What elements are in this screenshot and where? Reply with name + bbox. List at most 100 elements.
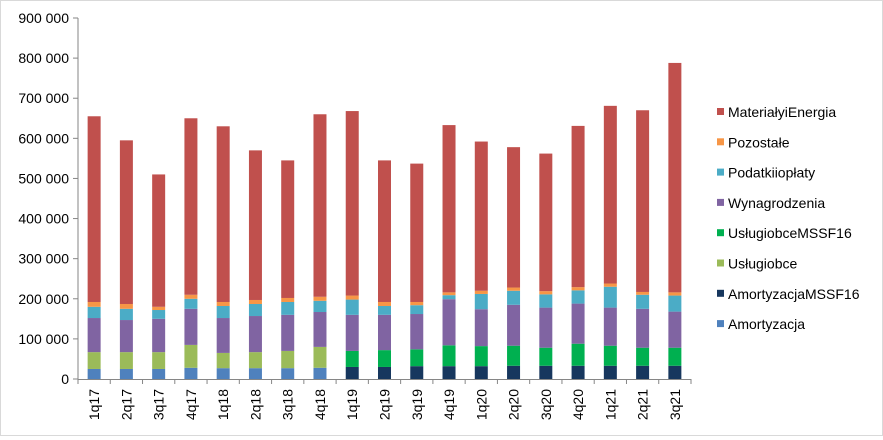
bar-segment-pozostale: [87, 301, 101, 307]
bar-segment-wynagrodzenia: [87, 318, 101, 353]
bar-segment-podatkiioplaty: [152, 310, 166, 319]
legend-swatch: [717, 289, 724, 297]
x-tick-label: 2q21: [635, 389, 651, 420]
bar-segment-podatkiioplaty: [636, 294, 650, 309]
x-tick-label: 2q17: [118, 389, 134, 420]
bar-segment-pozostale: [119, 303, 133, 309]
bar-segment-uslugiobce: [152, 352, 166, 369]
legend-label: Podatkiiopłaty: [728, 165, 815, 181]
bar-segment-pozostale: [152, 306, 166, 311]
x-tick-label: 4q19: [441, 389, 457, 420]
bar-segment-podatkiioplaty: [313, 300, 327, 313]
legend-swatch: [717, 259, 724, 267]
bar-segment-materialyienergia: [313, 114, 327, 297]
bar-segment-podatkiioplaty: [571, 290, 585, 304]
bar-segment-amortyzacjamssf16: [603, 365, 617, 379]
bar-segment-wynagrodzenia: [539, 307, 553, 348]
bar-segment-materialyienergia: [636, 110, 650, 292]
bar-segment-materialyienergia: [378, 160, 391, 302]
bar-segment-pozostale: [184, 294, 198, 299]
bar-segment-uslugiobce: [184, 344, 198, 368]
x-axis: 1q17 2q17 3q17 4q17 1q18 2q18 3q18 4q18 1q19 2q19…: [77, 379, 692, 420]
y-tick-label: 600 000: [18, 130, 69, 146]
bar-segment-amortyzacjamssf16: [571, 365, 585, 379]
bar-segment-wynagrodzenia: [571, 303, 585, 344]
x-tick-label: 4q17: [183, 389, 199, 420]
bar-segment-materialyienergia: [603, 105, 617, 284]
bar-segment-amortyzacjamssf16: [378, 366, 391, 379]
bar-segment-amortyzacja: [119, 368, 133, 379]
legend-label: Wynagrodzenia: [728, 195, 825, 211]
bar-segment-materialyienergia: [152, 174, 166, 307]
bar-segment-wynagrodzenia: [636, 308, 650, 348]
bar-2q18: [248, 150, 262, 379]
bar-1q17: [87, 116, 101, 379]
y-tick-label: 200 000: [18, 291, 69, 307]
y-tick-label: 700 000: [18, 90, 69, 106]
bar-segment-uslugiobcemssf16: [507, 345, 521, 366]
bar-segment-podatkiioplaty: [184, 298, 198, 309]
x-tick-label: 1q20: [473, 389, 489, 420]
bar-segment-pozostale: [281, 297, 295, 302]
x-tick-label: 2q20: [506, 389, 522, 420]
x-tick-label: 3q17: [151, 389, 167, 420]
bar-segment-pozostale: [603, 283, 617, 287]
x-tick-label: 3q18: [280, 389, 296, 420]
bar-3q19: [410, 163, 424, 379]
bar-segment-pozostale: [442, 292, 456, 296]
bar-segment-pozostale: [345, 295, 359, 300]
legend-item-amortyzacja: Amortyzacja: [717, 316, 805, 332]
bar-2q19: [378, 160, 391, 379]
bar-segment-materialyienergia: [668, 62, 682, 293]
bar-segment-pozostale: [636, 291, 650, 295]
y-tick-label: 100 000: [18, 331, 69, 347]
bar-segment-materialyienergia: [345, 111, 359, 296]
bar-segment-wynagrodzenia: [345, 314, 359, 351]
bar-3q21: [668, 62, 682, 379]
x-tick-label: 3q20: [538, 389, 554, 420]
bar-segment-podatkiioplaty: [410, 305, 424, 315]
bar-segment-wynagrodzenia: [184, 308, 198, 345]
bar-segment-pozostale: [410, 301, 424, 306]
legend-item-pozostale: Pozostałe: [717, 134, 790, 150]
legend-item-podatkiioplaty: Podatkiiopłaty: [717, 165, 815, 181]
bar-4q18: [313, 114, 327, 379]
bar-segment-podatkiioplaty: [603, 286, 617, 308]
legend-swatch: [717, 320, 724, 328]
bar-segment-amortyzacjamssf16: [539, 365, 553, 379]
bar-segment-wynagrodzenia: [507, 304, 521, 346]
bar-1q18: [216, 126, 230, 379]
legend-swatch: [717, 138, 724, 146]
bar-segment-materialyienergia: [474, 141, 488, 291]
bar-segment-podatkiioplaty: [119, 308, 133, 321]
bar-segment-uslugiobcemssf16: [571, 343, 585, 366]
x-tick-label: 2q18: [247, 389, 263, 420]
bar-segment-pozostale: [313, 296, 327, 301]
bar-4q17: [184, 118, 198, 379]
legend-label: AmortyzacjaMSSF16: [728, 286, 860, 302]
bar-segment-materialyienergia: [119, 140, 133, 304]
bar-segment-materialyienergia: [216, 126, 230, 302]
bar-segment-wynagrodzenia: [313, 312, 327, 347]
x-tick-label: 3q21: [667, 389, 683, 420]
bar-segment-podatkiioplaty: [668, 295, 682, 312]
bar-segment-amortyzacja: [281, 368, 295, 379]
legend-label: MateriałyiEnergia: [728, 104, 836, 120]
y-tick-label: 800 000: [18, 50, 69, 66]
bar-segment-amortyzacja: [87, 368, 101, 379]
bar-segment-uslugiobcemssf16: [539, 347, 553, 366]
bar-3q20: [539, 153, 553, 379]
bar-segment-podatkiioplaty: [378, 305, 391, 315]
bar-segment-amortyzacja: [313, 367, 327, 379]
bar-segment-podatkiioplaty: [216, 305, 230, 319]
bar-segment-uslugiobce: [87, 352, 101, 369]
legend-swatch: [717, 168, 724, 176]
bar-segment-uslugiobcemssf16: [410, 349, 424, 367]
legend-item-amortyzacjamssf16: AmortyzacjaMSSF16: [717, 286, 860, 302]
y-tick-label: 400 000: [18, 211, 69, 227]
bar-segment-uslugiobcemssf16: [378, 350, 391, 367]
bar-2q20: [507, 147, 521, 379]
legend-label: Usługiobce: [728, 256, 797, 272]
bar-segment-wynagrodzenia: [474, 309, 488, 347]
